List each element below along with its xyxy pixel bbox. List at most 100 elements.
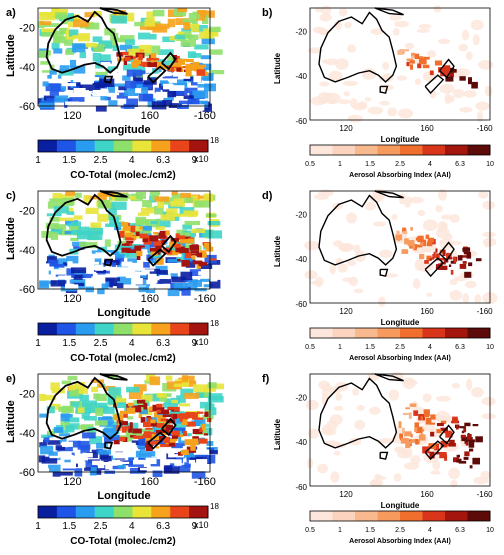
plume-pixel (150, 440, 160, 445)
x-axis-title: Longitude (381, 135, 420, 144)
co-pixel (134, 21, 145, 27)
no-data-gap (182, 75, 191, 79)
plume-pixel (185, 63, 196, 71)
plume-pixel (435, 253, 440, 259)
no-data-gap (199, 441, 207, 447)
no-data-gap (181, 436, 193, 441)
co-pixel (46, 97, 61, 102)
co-pixel (167, 288, 180, 297)
colorbar-frame (37, 322, 209, 336)
co-pixel (192, 100, 209, 108)
no-data-gap (143, 74, 148, 81)
co-pixel (176, 395, 186, 403)
co-pixel (135, 191, 146, 199)
plume-pixel (136, 399, 146, 404)
colorbar-segment (332, 328, 356, 338)
co-pixel (132, 65, 146, 73)
colorbar-segment (445, 328, 468, 338)
co-pixel (170, 273, 178, 280)
no-data-gap (125, 271, 141, 279)
co-pixel (84, 12, 95, 18)
co-pixel (191, 420, 202, 426)
plume-pixel (475, 258, 482, 262)
plume-pixel (448, 257, 453, 260)
co-pixel (129, 196, 139, 200)
plume-pixel (192, 61, 200, 69)
aai-pixel (484, 241, 491, 248)
aai-pixel (454, 68, 471, 77)
plume-pixel (138, 54, 143, 61)
aai-pixel (422, 393, 432, 403)
plume-pixel (199, 438, 208, 444)
colorbar-frame (37, 505, 209, 519)
aai-pixel (463, 90, 477, 98)
co-pixel (127, 416, 134, 420)
plume-pixel (185, 412, 195, 419)
plume-pixel (153, 232, 158, 235)
aai-pixel (385, 273, 399, 278)
co-pixel (104, 239, 111, 247)
aai-pixel (379, 100, 390, 106)
co-pixel (58, 69, 74, 76)
plume-pixel (446, 252, 450, 259)
co-pixel (207, 396, 224, 403)
colorbar-segment (189, 323, 209, 335)
co-pixel (154, 87, 161, 93)
no-data-gap (89, 77, 100, 81)
map-frame (37, 7, 211, 107)
co-pixel (66, 211, 75, 215)
colorbar-tick-label: 0.5 (305, 161, 315, 168)
aai-pixel (435, 205, 443, 213)
plume-pixel (194, 412, 198, 419)
plume-pixel (204, 71, 209, 77)
plume-pixel (426, 241, 433, 247)
plume-pixel (457, 255, 463, 261)
co-pixel (108, 100, 118, 107)
plume-pixel (146, 58, 155, 61)
aai-pixel (346, 259, 357, 267)
aai-pixel (389, 14, 402, 21)
colorbar-segment (310, 511, 333, 521)
co-pixel (157, 279, 172, 284)
x-tick-label: -160 (477, 124, 494, 133)
plume-pixel (416, 56, 424, 59)
colorbar-segment (170, 323, 190, 335)
colorbar-tick-label: 10 (486, 527, 494, 534)
x-tick-label: -160 (194, 476, 216, 488)
co-pixel (180, 388, 194, 396)
co-pixel (81, 411, 90, 419)
no-data-gap (91, 276, 106, 284)
co-pixel (125, 252, 137, 258)
aai-pixel (471, 387, 484, 398)
plume-pixel (435, 451, 441, 455)
no-data-gap (149, 73, 165, 77)
co-pixel (65, 49, 74, 55)
aai-pixel (364, 201, 376, 211)
aai-pixel (343, 91, 351, 97)
co-pixel (188, 13, 200, 20)
plume-pixel (181, 418, 188, 426)
plume-pixel (155, 446, 160, 449)
aai-pixel (324, 440, 340, 447)
co-pixel (154, 205, 164, 215)
co-pixel (46, 406, 55, 414)
co-pixel (40, 61, 51, 66)
no-data-gap (198, 271, 208, 276)
plume-pixel (155, 61, 162, 69)
co-pixel (71, 267, 87, 274)
co-pixel (190, 53, 202, 58)
co-pixel (160, 214, 175, 221)
no-data-gap (145, 66, 153, 73)
co-pixel (185, 258, 196, 268)
colorbar-segment (400, 145, 423, 155)
aai-pixel (440, 214, 453, 220)
co-pixel (108, 208, 117, 216)
plume-pixel (179, 413, 189, 420)
co-pixel (182, 35, 194, 38)
aai-pixel (391, 214, 398, 220)
co-pixel (101, 465, 109, 471)
plume-pixel (177, 258, 181, 262)
co-pixel (78, 388, 88, 394)
co-pixel (135, 216, 147, 224)
no-data-gap (172, 70, 179, 77)
